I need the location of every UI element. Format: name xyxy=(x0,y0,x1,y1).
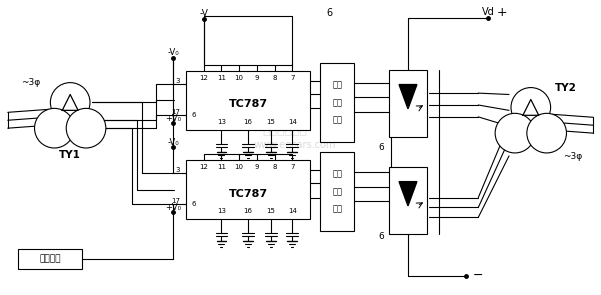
Text: Vd: Vd xyxy=(482,7,495,17)
Text: +: + xyxy=(497,6,507,19)
Text: 15: 15 xyxy=(267,208,275,214)
Text: -V₀: -V₀ xyxy=(168,137,179,147)
Bar xyxy=(186,71,310,130)
Text: TY1: TY1 xyxy=(59,150,81,160)
Text: 15: 15 xyxy=(267,119,275,125)
Text: 功率: 功率 xyxy=(332,98,342,107)
Text: 14: 14 xyxy=(288,208,297,214)
Text: 12: 12 xyxy=(200,75,208,81)
Text: 隔离: 隔离 xyxy=(332,81,342,89)
Text: 13: 13 xyxy=(217,208,226,214)
Text: 10: 10 xyxy=(234,75,243,81)
Text: 电子技术交网: 电子技术交网 xyxy=(263,124,308,137)
Text: 13: 13 xyxy=(217,119,226,125)
Text: 放大: 放大 xyxy=(332,204,342,214)
Text: 6: 6 xyxy=(327,8,333,18)
Text: 16: 16 xyxy=(243,208,252,214)
Bar xyxy=(389,70,427,137)
Circle shape xyxy=(527,113,567,153)
Text: 7: 7 xyxy=(290,164,294,170)
Polygon shape xyxy=(399,182,417,206)
Text: 放大: 放大 xyxy=(332,115,342,124)
Bar xyxy=(320,152,355,231)
Text: 9: 9 xyxy=(255,164,259,170)
Text: 16: 16 xyxy=(243,119,252,125)
Text: 功率: 功率 xyxy=(332,187,342,196)
Text: -V: -V xyxy=(200,9,209,18)
Text: 11: 11 xyxy=(217,75,226,81)
Text: 给定积分: 给定积分 xyxy=(39,255,61,263)
Text: TY2: TY2 xyxy=(555,83,576,93)
Text: ~3φ: ~3φ xyxy=(21,78,40,87)
Text: ~3φ: ~3φ xyxy=(563,153,582,161)
Text: 8: 8 xyxy=(272,164,277,170)
Text: 6: 6 xyxy=(192,112,197,118)
Text: 10: 10 xyxy=(234,164,243,170)
Text: 3: 3 xyxy=(176,167,180,173)
Polygon shape xyxy=(399,85,417,109)
Text: 11: 11 xyxy=(217,164,226,170)
Text: TC787: TC787 xyxy=(228,99,267,109)
Text: TC787: TC787 xyxy=(228,189,267,199)
Text: −: − xyxy=(473,269,484,282)
Text: -V₀: -V₀ xyxy=(168,48,179,58)
Text: 8: 8 xyxy=(272,75,277,81)
Text: 6: 6 xyxy=(379,232,384,241)
Text: 14: 14 xyxy=(288,119,297,125)
Text: 隔离: 隔离 xyxy=(332,170,342,179)
Text: +V₀: +V₀ xyxy=(165,203,182,212)
Bar xyxy=(389,167,427,234)
Bar xyxy=(17,249,82,269)
Circle shape xyxy=(511,88,551,127)
Text: 17: 17 xyxy=(172,199,181,204)
Bar xyxy=(320,63,355,142)
Circle shape xyxy=(50,83,90,122)
Text: 6: 6 xyxy=(379,142,384,152)
Text: 9: 9 xyxy=(255,75,259,81)
Text: 12: 12 xyxy=(200,164,208,170)
Text: www.eecars.com: www.eecars.com xyxy=(254,140,336,150)
Circle shape xyxy=(34,108,74,148)
Circle shape xyxy=(495,113,535,153)
Text: 6: 6 xyxy=(192,201,197,207)
Text: +V₀: +V₀ xyxy=(165,114,182,123)
Text: 7: 7 xyxy=(290,75,294,81)
Text: 17: 17 xyxy=(172,109,181,115)
Bar xyxy=(186,160,310,219)
Text: 3: 3 xyxy=(176,78,180,84)
Circle shape xyxy=(66,108,106,148)
